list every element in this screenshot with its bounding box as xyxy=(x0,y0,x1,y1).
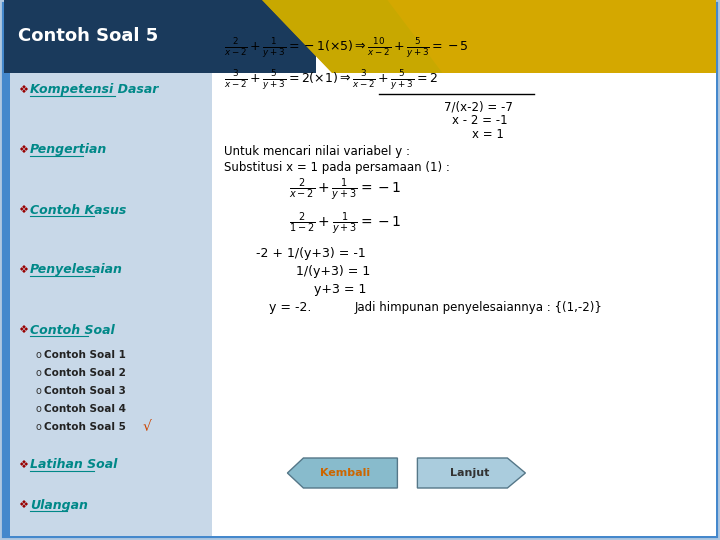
Text: y = -2.: y = -2. xyxy=(269,300,312,314)
Text: Lanjut: Lanjut xyxy=(450,468,489,478)
Text: o: o xyxy=(35,350,41,360)
Text: o: o xyxy=(35,422,41,432)
Text: Kompetensi Dasar: Kompetensi Dasar xyxy=(30,84,158,97)
Text: Contoh Soal 4: Contoh Soal 4 xyxy=(44,404,126,414)
Text: ❖: ❖ xyxy=(18,265,28,275)
Text: Substitusi x = 1 pada persamaan (1) :: Substitusi x = 1 pada persamaan (1) : xyxy=(225,160,450,173)
Text: ❖: ❖ xyxy=(18,460,28,470)
Text: 7/(x-2) = -7: 7/(x-2) = -7 xyxy=(444,100,513,113)
Polygon shape xyxy=(262,0,716,73)
Text: Contoh Soal 1: Contoh Soal 1 xyxy=(44,350,126,360)
Text: Contoh Soal 2: Contoh Soal 2 xyxy=(44,368,126,378)
Text: Contoh Soal: Contoh Soal xyxy=(30,323,114,336)
Text: Latihan Soal: Latihan Soal xyxy=(30,458,117,471)
Text: o: o xyxy=(35,386,41,396)
Text: y+3 = 1: y+3 = 1 xyxy=(315,282,366,295)
Polygon shape xyxy=(418,458,526,488)
Text: o: o xyxy=(35,404,41,414)
Bar xyxy=(4,0,316,73)
Text: Contoh Soal 5: Contoh Soal 5 xyxy=(18,28,158,45)
Text: o: o xyxy=(35,368,41,378)
Text: $\frac{2}{x-2}+\frac{1}{y+3}=-1$: $\frac{2}{x-2}+\frac{1}{y+3}=-1$ xyxy=(289,177,402,203)
Text: -2 + 1/(y+3) = -1: -2 + 1/(y+3) = -1 xyxy=(256,246,366,260)
Text: Contoh Soal 5: Contoh Soal 5 xyxy=(44,422,126,432)
Bar xyxy=(212,4,716,536)
Text: x = 1: x = 1 xyxy=(472,129,504,141)
Text: ❖: ❖ xyxy=(18,85,28,95)
Text: Untuk mencari nilai variabel y :: Untuk mencari nilai variabel y : xyxy=(225,145,410,159)
Bar xyxy=(4,4,212,536)
Text: ❖: ❖ xyxy=(18,500,28,510)
Text: $\frac{3}{x-2}+\frac{5}{y+3}=2(\times1)\Rightarrow\frac{3}{x-2}+\frac{5}{y+3}=2$: $\frac{3}{x-2}+\frac{5}{y+3}=2(\times1)\… xyxy=(225,68,438,92)
Text: Kembali: Kembali xyxy=(320,468,371,478)
Text: Contoh Kasus: Contoh Kasus xyxy=(30,204,127,217)
Text: ❖: ❖ xyxy=(18,145,28,155)
Text: Ulangan: Ulangan xyxy=(30,498,88,511)
Text: Pengertian: Pengertian xyxy=(30,144,107,157)
Text: 1/(y+3) = 1: 1/(y+3) = 1 xyxy=(297,265,371,278)
Text: √: √ xyxy=(143,420,152,434)
Bar xyxy=(4,4,10,536)
Text: Jadi himpunan penyelesaiannya : {(1,-2)}: Jadi himpunan penyelesaiannya : {(1,-2)} xyxy=(354,300,602,314)
Text: x - 2 = -1: x - 2 = -1 xyxy=(452,114,508,127)
Text: Contoh Soal 3: Contoh Soal 3 xyxy=(44,386,126,396)
Text: Penyelesaian: Penyelesaian xyxy=(30,264,123,276)
Text: ❖: ❖ xyxy=(18,205,28,215)
Text: $\frac{2}{1-2}+\frac{1}{y+3}=-1$: $\frac{2}{1-2}+\frac{1}{y+3}=-1$ xyxy=(289,211,402,237)
Polygon shape xyxy=(287,458,397,488)
Polygon shape xyxy=(262,0,442,73)
Text: $\frac{2}{x-2}+\frac{1}{y+3}=-1(\times5)\Rightarrow\frac{10}{x-2}+\frac{5}{y+3}=: $\frac{2}{x-2}+\frac{1}{y+3}=-1(\times5)… xyxy=(225,36,469,60)
Text: ❖: ❖ xyxy=(18,325,28,335)
